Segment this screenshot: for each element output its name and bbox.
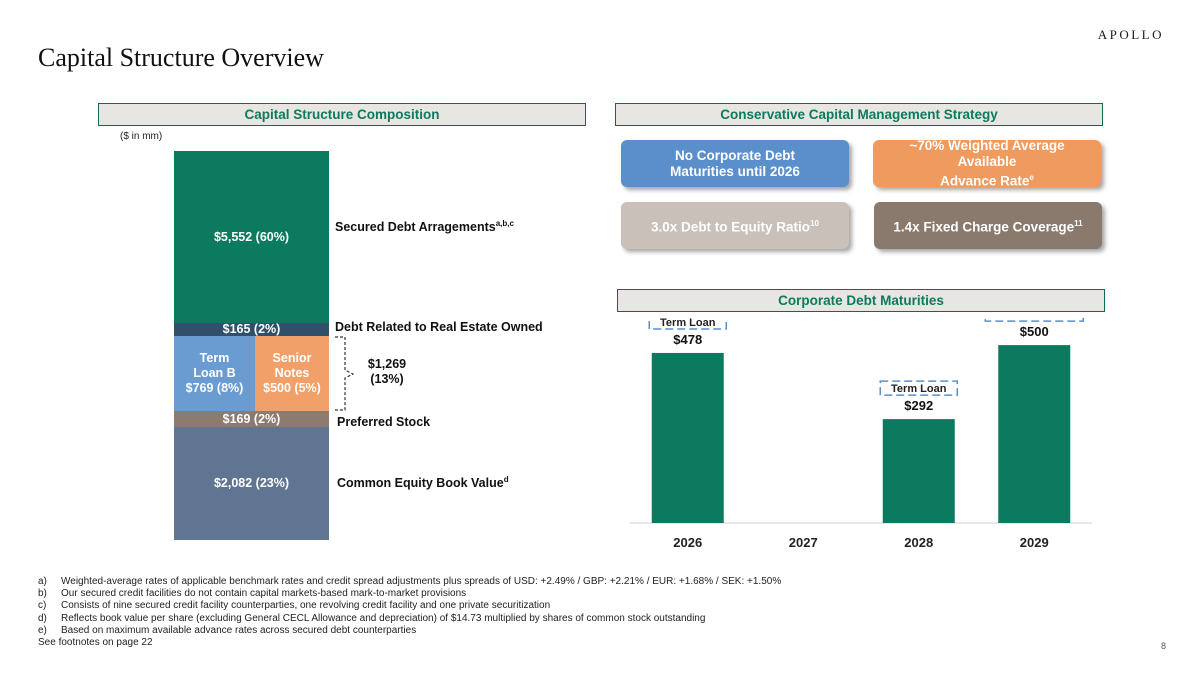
page-number: 8: [1160, 641, 1166, 651]
bar-annotation-label: Term Loan: [891, 383, 947, 395]
footnote-item: d) Reflects book value per share (excludi…: [38, 613, 781, 625]
bar-value-label: $478: [673, 332, 702, 347]
maturity-bar: [998, 345, 1071, 523]
bar-annotation-box: [648, 318, 727, 330]
debt-equity-pill: 3.0x Debt to Equity Ratio10: [621, 202, 849, 249]
see-footnotes-note: See footnotes on page 22: [38, 637, 153, 649]
x-tick-label: 2026: [673, 535, 702, 550]
footnote-text: Weighted-average rates of applicable ben…: [61, 576, 782, 587]
bar-annotation-label: Term Loan: [660, 318, 716, 329]
units-note: ($ in mm): [120, 131, 163, 142]
senior-notes-line1: Senior: [272, 351, 312, 365]
maturity-bar: [651, 352, 724, 523]
footnote-letter: d): [38, 612, 47, 624]
footnote-item: a) Weighted-average rates of applicable b…: [38, 576, 781, 588]
footnote-letter: b): [38, 588, 47, 600]
preferred-stock-label: Preferred Stock: [337, 415, 431, 429]
common-equity-label: Common Equity Book Valued: [337, 475, 509, 491]
bar-annotation-box: [879, 380, 958, 396]
corporate-debt-brace: [335, 336, 355, 411]
x-tick-label: 2028: [904, 535, 933, 550]
x-tick-label: 2027: [789, 535, 818, 550]
footnote-letter: a): [38, 576, 47, 587]
capital-management-header: Conservative Capital Management Strategy: [615, 103, 1103, 126]
senior-notes-value: $500 (5%): [263, 381, 321, 395]
page-title: Capital Structure Overview: [38, 43, 324, 72]
footnote-item: c) Consists of nine secured credit facili…: [38, 600, 781, 612]
term-loan-b-line1: Term: [199, 351, 230, 365]
term-loan-b-segment: Term Loan B $769 (8%): [174, 336, 255, 411]
bar-value-label: $292: [904, 398, 933, 413]
corporate-debt-total: $1,269 (13%): [367, 357, 407, 386]
common-equity-segment: $2,082 (23%): [174, 427, 329, 540]
senior-notes-line2: Notes: [274, 366, 310, 380]
footnote-text: Reflects book value per share (excluding…: [61, 612, 706, 624]
preferred-stock-segment: $169 (2%): [174, 411, 329, 427]
bar-annotation-box: [984, 318, 1084, 322]
advance-rate-pill: ~70% Weighted Average Available Advance R…: [873, 138, 1101, 188]
footnote-item: e) Based on maximum available advance rat…: [38, 625, 781, 637]
maturity-bar: [882, 419, 955, 523]
fixed-charge-pill: 1.4x Fixed Charge Coverage11: [874, 202, 1102, 249]
footnote-text: Our secured credit facilities do not con…: [61, 588, 467, 600]
footnotes: a) Weighted-average rates of applicable b…: [38, 576, 781, 649]
secured-debt-segment: $5,552 (60%): [174, 151, 329, 323]
footnote-text: Consists of nine secured credit facility…: [61, 600, 551, 612]
bar-annotation-label: Senior Notes: [1000, 318, 1068, 321]
no-maturities-pill: No Corporate Debt Maturities until 2026: [621, 140, 849, 187]
reo-debt-segment: $165 (2%): [174, 322, 329, 336]
footnote-item: b) Our secured credit facilities do not c…: [38, 588, 781, 600]
senior-notes-segment: Senior Notes $500 (5%): [255, 336, 329, 411]
debt-maturities-header: Corporate Debt Maturities: [617, 289, 1105, 312]
reo-debt-label: Debt Related to Real Estate Owned: [335, 320, 543, 334]
maturities-chart: 2026 $478 Term Loan 2027 2028 $292 Term Loan 20…: [630, 318, 1092, 550]
bar-value-label: $500: [1020, 324, 1049, 339]
capital-structure-header: Capital Structure Composition: [98, 103, 586, 126]
term-loan-b-value: $769 (8%): [185, 381, 244, 395]
apollo-logo: APOLLO: [1097, 27, 1164, 42]
secured-debt-label: Secured Debt Arragementsa,b,c: [335, 219, 514, 235]
footnote-letter: c): [38, 600, 47, 612]
term-loan-b-line2: Loan B: [193, 366, 236, 380]
footnote-letter: e): [38, 624, 47, 636]
footnote-text: Based on maximum available advance rates…: [61, 624, 417, 636]
x-tick-label: 2029: [1020, 535, 1049, 550]
